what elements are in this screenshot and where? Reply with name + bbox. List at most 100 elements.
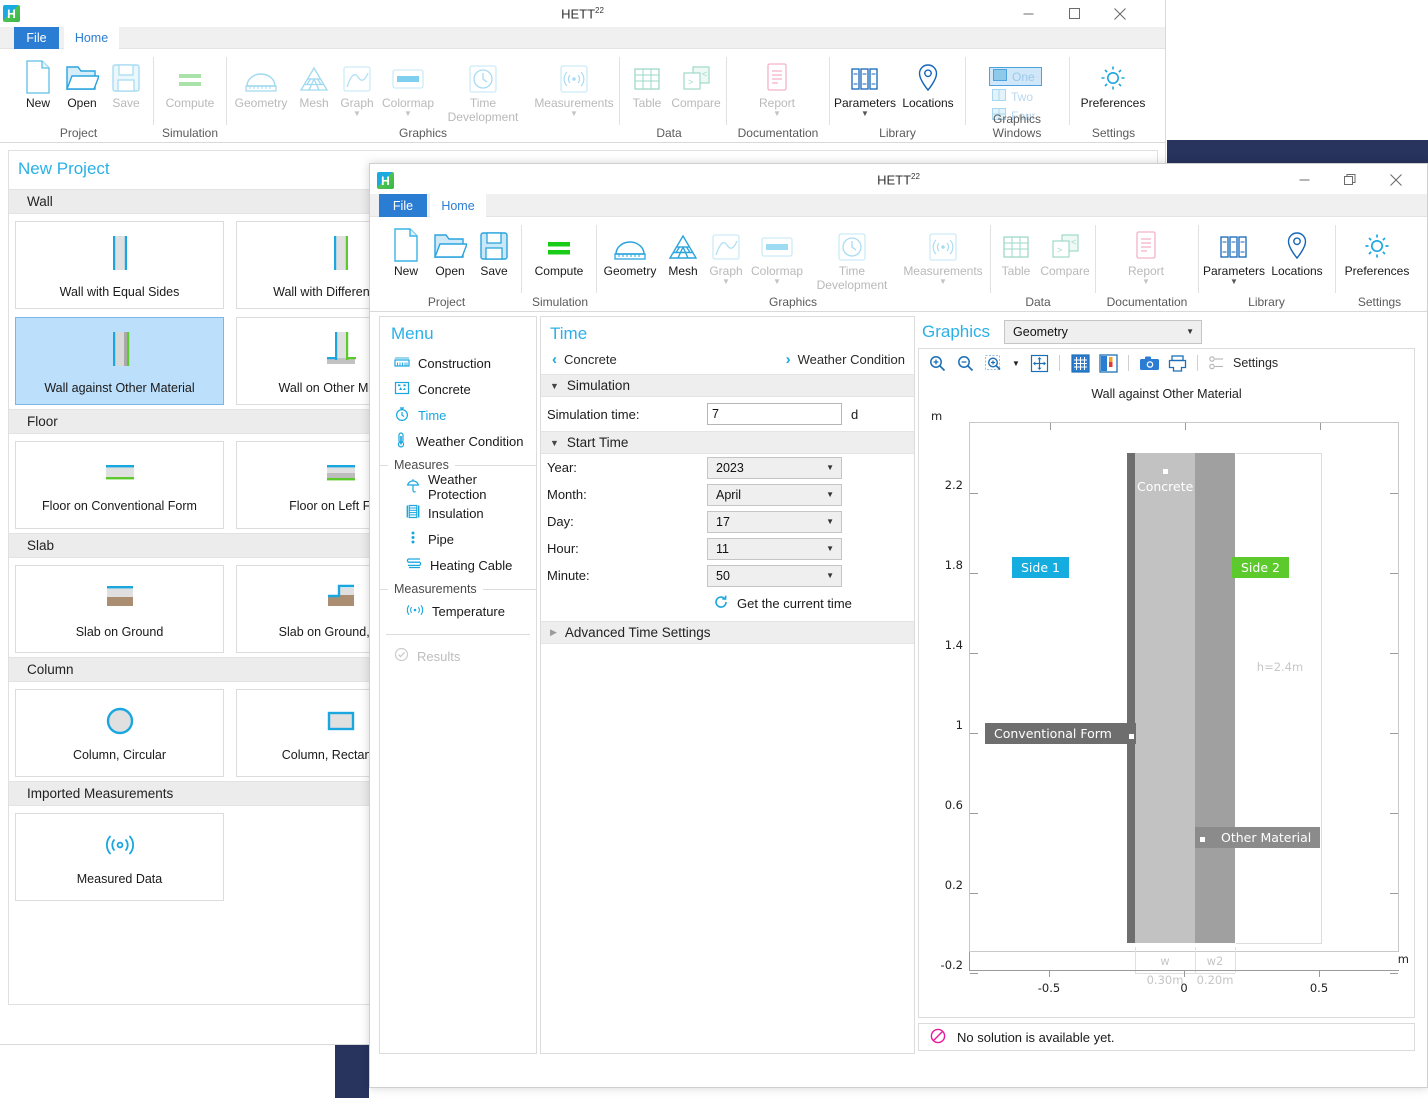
get-current-time-button[interactable]: Get the current time	[541, 589, 914, 621]
fg-window-controls[interactable]	[1281, 166, 1419, 193]
ribbon-compare-button[interactable]: > < Compare	[1034, 226, 1096, 278]
region-other-material[interactable]	[1195, 453, 1235, 943]
simulation-time-input[interactable]: 7	[707, 403, 842, 425]
ribbon-geometry-button[interactable]: Geometry	[599, 226, 661, 278]
bg-tab-strip[interactable]: File Home	[0, 27, 1165, 49]
card-wall-equal-sides[interactable]: Wall with Equal Sides	[15, 221, 224, 309]
field-day[interactable]: Day: 17 ▼	[541, 508, 914, 535]
group-header-simulation[interactable]: ▼ Simulation	[541, 374, 914, 397]
ribbon-report-button[interactable]: Report ▼	[746, 58, 808, 118]
ribbon-mesh-button[interactable]: Mesh	[652, 226, 714, 278]
chevron-down-icon[interactable]: ▼	[861, 109, 869, 118]
field-month[interactable]: Month: April ▼	[541, 481, 914, 508]
day-select[interactable]: 17 ▼	[707, 510, 842, 533]
ribbon-open-button[interactable]: Open	[51, 58, 113, 110]
graphics-window-two-option[interactable]: Two	[989, 88, 1042, 105]
ribbon-parameters-button[interactable]: Parameters ▼	[833, 58, 897, 118]
ribbon-time-development-button[interactable]: Time Development	[812, 226, 892, 292]
panel-nav-row[interactable]: ‹ Concrete › Weather Condition	[541, 348, 914, 374]
ribbon-locations-button[interactable]: Locations	[1266, 226, 1328, 278]
ribbon-new-button[interactable]: New	[7, 58, 69, 110]
ribbon-new-button[interactable]: New	[375, 226, 437, 278]
ribbon-preferences-button[interactable]: Preferences	[1341, 226, 1413, 278]
card-column-circular[interactable]: Column, Circular	[15, 689, 224, 777]
ribbon-save-button[interactable]: Save	[463, 226, 525, 278]
tag-side-2[interactable]: Side 2	[1232, 557, 1289, 578]
ribbon-measurements-button[interactable]: Measurements ▼	[534, 58, 614, 118]
label-concrete[interactable]: Concrete	[1137, 479, 1194, 494]
zoom-out-button[interactable]	[954, 352, 976, 374]
chevron-down-icon[interactable]: ▼	[353, 109, 361, 118]
chevron-down-icon[interactable]: ▼	[1142, 277, 1150, 286]
tag-conventional-form[interactable]: Conventional Form	[985, 723, 1136, 744]
ribbon-time-development-button[interactable]: Time Development	[445, 58, 521, 124]
year-select[interactable]: 2023 ▼	[707, 456, 842, 479]
group-header-start-time[interactable]: ▼ Start Time	[541, 431, 914, 454]
ribbon-compute-button[interactable]: Compute	[159, 58, 221, 110]
field-simulation-time[interactable]: Simulation time: 7 d	[541, 397, 914, 431]
chevron-down-icon[interactable]: ▼	[773, 277, 781, 286]
graphics-view-select[interactable]: Geometry ▼	[1004, 320, 1203, 344]
graphics-window-one-option[interactable]: One	[989, 67, 1042, 86]
menu-item-results[interactable]: Results	[380, 643, 536, 669]
graphics-panel[interactable]: Graphics Geometry ▼ ▼	[918, 316, 1418, 1054]
menu-panel[interactable]: Menu Construction Concrete Time Weather …	[379, 316, 537, 1054]
tag-side-1[interactable]: Side 1	[1012, 557, 1069, 578]
ribbon-report-button[interactable]: Report ▼	[1115, 226, 1177, 286]
tab-home[interactable]: Home	[64, 27, 119, 49]
graphics-body[interactable]: ▼	[918, 348, 1415, 1018]
field-year[interactable]: Year: 2023 ▼	[541, 454, 914, 481]
minimize-button[interactable]	[1005, 0, 1051, 27]
card-measured-data[interactable]: Measured Data	[15, 813, 224, 901]
ribbon-graph-button[interactable]: Graph ▼	[326, 58, 388, 118]
minimize-button[interactable]	[1281, 166, 1327, 193]
group-header-advanced-time-settings[interactable]: ▶ Advanced Time Settings	[541, 621, 914, 644]
region-concrete[interactable]	[1135, 453, 1195, 943]
menu-item-time[interactable]: Time	[380, 402, 536, 428]
zoom-dropdown-button[interactable]: ▼	[1010, 352, 1022, 374]
tag-other-material[interactable]: Other Material	[1195, 827, 1321, 848]
settings-icon[interactable]	[1207, 352, 1227, 374]
zoom-region-button[interactable]	[982, 352, 1004, 374]
chevron-down-icon[interactable]: ▼	[773, 109, 781, 118]
ribbon-graph-button[interactable]: Graph ▼	[695, 226, 757, 286]
nav-next-weather-condition[interactable]: › Weather Condition	[786, 351, 905, 368]
region-conventional-form[interactable]	[1127, 453, 1135, 943]
month-select[interactable]: April ▼	[707, 483, 842, 506]
tab-home[interactable]: Home	[430, 194, 486, 217]
chevron-down-icon[interactable]: ▼	[404, 109, 412, 118]
tab-file[interactable]: File	[14, 27, 59, 49]
fg-tab-strip[interactable]: File Home	[370, 194, 1427, 217]
nav-prev-concrete[interactable]: ‹ Concrete	[552, 351, 617, 368]
ribbon-colormap-button[interactable]: Colormap ▼	[746, 226, 808, 286]
ribbon-save-button[interactable]: Save	[95, 58, 157, 110]
card-wall-against-other-material[interactable]: Wall against Other Material	[15, 317, 224, 405]
print-button[interactable]	[1166, 352, 1188, 374]
chevron-down-icon[interactable]: ▼	[722, 277, 730, 286]
field-hour[interactable]: Hour: 11 ▼	[541, 535, 914, 562]
ribbon-colormap-button[interactable]: Colormap ▼	[377, 58, 439, 118]
grid-toggle-button[interactable]	[1069, 352, 1091, 374]
tab-file[interactable]: File	[379, 194, 427, 217]
minute-select[interactable]: 50 ▼	[707, 564, 842, 587]
maximize-button[interactable]	[1051, 0, 1097, 27]
ribbon-compare-button[interactable]: > < Compare	[665, 58, 727, 110]
chevron-down-icon[interactable]: ▼	[570, 109, 578, 118]
bg-ribbon[interactable]: New Open Save Project Compute Simulation	[0, 49, 1165, 143]
menu-item-concrete[interactable]: Concrete	[380, 376, 536, 402]
zoom-in-button[interactable]	[926, 352, 948, 374]
ribbon-open-button[interactable]: Open	[419, 226, 481, 278]
menu-item-construction[interactable]: Construction	[380, 350, 536, 376]
restore-button[interactable]	[1327, 166, 1373, 193]
menu-item-heating-cable[interactable]: Heating Cable	[380, 552, 536, 578]
menu-item-insulation[interactable]: Insulation	[380, 500, 536, 526]
ribbon-measurements-button[interactable]: Measurements ▼	[903, 226, 983, 286]
ribbon-table-button[interactable]: Table	[985, 226, 1047, 278]
menu-item-weather-condition[interactable]: Weather Condition	[380, 428, 536, 454]
ribbon-geometry-button[interactable]: Geometry	[230, 58, 292, 110]
ribbon-parameters-button[interactable]: Parameters ▼	[1202, 226, 1266, 286]
card-floor-conventional-form[interactable]: Floor on Conventional Form	[15, 441, 224, 529]
ribbon-table-button[interactable]: Table	[616, 58, 678, 110]
graphics-toolbar[interactable]: ▼	[919, 349, 1414, 377]
time-panel[interactable]: Time ‹ Concrete › Weather Condition ▼ Si…	[540, 316, 915, 1054]
